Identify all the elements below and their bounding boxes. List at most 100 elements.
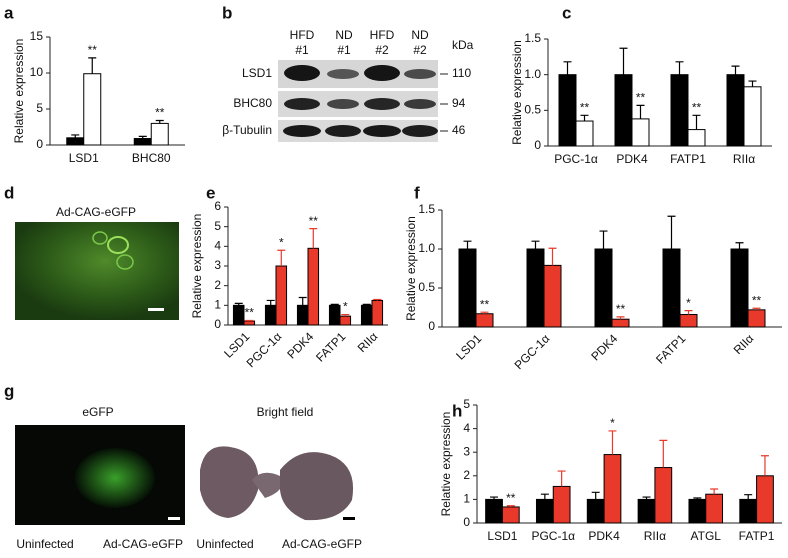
error-bar bbox=[616, 316, 625, 320]
x-tick-label: RIIα bbox=[733, 152, 755, 166]
image-caption: Uninfected bbox=[196, 537, 253, 551]
row-label: BHC80 bbox=[233, 96, 272, 110]
lane-label: #2 bbox=[413, 43, 427, 57]
error-bar bbox=[659, 439, 668, 468]
row-label: β-Tubulin bbox=[222, 123, 272, 137]
y-tick-label: 2 bbox=[214, 278, 221, 292]
error-bar bbox=[298, 296, 307, 306]
y-tick-label: 5 bbox=[36, 101, 43, 115]
y-tick-label: 0 bbox=[463, 515, 470, 529]
bar bbox=[743, 86, 762, 147]
bar bbox=[535, 498, 554, 524]
x-tick-label: PGC-1α bbox=[554, 152, 598, 166]
bar bbox=[360, 304, 373, 326]
x-tick-label: FATP1 bbox=[670, 152, 706, 166]
x-tick-label: RIIα bbox=[731, 331, 757, 357]
bar bbox=[679, 314, 698, 328]
bar bbox=[662, 248, 681, 328]
panel-letter: e bbox=[206, 183, 215, 202]
bar bbox=[654, 467, 673, 524]
error-bar bbox=[490, 496, 499, 500]
y-tick-label: 3 bbox=[214, 258, 221, 272]
unit-label: kDa bbox=[452, 38, 474, 52]
bar bbox=[586, 498, 605, 524]
x-tick-label: RIIα bbox=[355, 329, 381, 355]
bar bbox=[501, 506, 520, 524]
error-bar bbox=[667, 215, 676, 249]
size-label: 46 bbox=[452, 123, 466, 137]
error-bar bbox=[373, 298, 382, 301]
error-bar bbox=[71, 134, 80, 138]
bar bbox=[614, 74, 633, 147]
y-axis-label: Relative expression bbox=[510, 40, 524, 145]
y-axis-label: Relative expression bbox=[190, 214, 204, 319]
significance-label: * bbox=[343, 300, 348, 314]
bar bbox=[552, 485, 571, 524]
y-tick-label: 0 bbox=[428, 319, 435, 333]
lane-label: #1 bbox=[337, 43, 351, 57]
bar bbox=[339, 315, 352, 326]
error-bar bbox=[731, 65, 740, 75]
error-bar bbox=[619, 47, 628, 75]
error-bar bbox=[744, 494, 753, 500]
lane-label: #2 bbox=[375, 43, 389, 57]
panel-letter: c bbox=[562, 3, 571, 22]
x-tick-label: LSD1 bbox=[487, 529, 517, 543]
bar bbox=[670, 74, 689, 147]
error-bar bbox=[234, 302, 243, 306]
significance-label: ** bbox=[155, 106, 165, 120]
significance-label: ** bbox=[245, 306, 255, 320]
y-tick-label: 6 bbox=[214, 199, 221, 213]
error-bar bbox=[599, 230, 608, 249]
x-tick-label: FATP1 bbox=[653, 331, 688, 366]
significance-label: ** bbox=[506, 491, 516, 505]
bar bbox=[594, 248, 613, 328]
significance-label: ** bbox=[752, 293, 762, 307]
x-tick-label: PGC-1α bbox=[244, 329, 285, 370]
panel-letter: h bbox=[452, 401, 462, 420]
x-tick-label: RIIα bbox=[644, 529, 666, 543]
bar bbox=[83, 73, 102, 146]
y-tick-label: 0 bbox=[214, 317, 221, 331]
y-tick-label: 1.5 bbox=[418, 202, 435, 216]
y-tick-label: 2 bbox=[463, 468, 470, 482]
x-tick-label: PGC-1α bbox=[531, 529, 575, 543]
panel-letter: d bbox=[4, 183, 14, 202]
bar bbox=[543, 264, 562, 328]
error-bar bbox=[710, 488, 719, 495]
x-tick-label: FATP1 bbox=[739, 529, 775, 543]
x-tick-label: PGC-1α bbox=[512, 331, 553, 372]
y-tick-label: 4 bbox=[463, 421, 470, 435]
error-bar bbox=[735, 242, 744, 249]
significance-label: ** bbox=[616, 302, 626, 316]
bar bbox=[558, 74, 577, 147]
significance-label: ** bbox=[692, 100, 702, 114]
error-bar bbox=[245, 319, 254, 322]
y-tick-label: 15 bbox=[30, 29, 44, 43]
y-axis-label: Relative expression bbox=[439, 412, 453, 517]
bar bbox=[328, 304, 341, 326]
lane-label: HFD bbox=[290, 28, 315, 42]
image-caption: Ad-CAG-eGFP bbox=[282, 537, 362, 551]
error-bar bbox=[341, 313, 350, 317]
bar bbox=[603, 454, 622, 524]
error-bar bbox=[506, 505, 515, 507]
error-bar bbox=[760, 455, 769, 476]
error-bar bbox=[675, 61, 684, 75]
error-bar bbox=[684, 310, 693, 315]
x-tick-label: LSD1 bbox=[69, 151, 99, 165]
y-tick-label: 1.5 bbox=[524, 31, 541, 45]
row-label: LSD1 bbox=[242, 66, 272, 80]
error-bar bbox=[557, 470, 566, 487]
error-bar bbox=[548, 247, 557, 266]
bar bbox=[264, 304, 277, 326]
y-axis-label: Relative expression bbox=[404, 216, 418, 321]
bar bbox=[133, 138, 152, 146]
bar bbox=[637, 498, 656, 524]
bar bbox=[371, 299, 384, 326]
significance-label: ** bbox=[636, 91, 646, 105]
lane-label: HFD bbox=[370, 28, 395, 42]
error-bar bbox=[580, 114, 589, 122]
y-tick-label: 1.0 bbox=[524, 67, 541, 81]
image-title: eGFP bbox=[82, 405, 113, 419]
